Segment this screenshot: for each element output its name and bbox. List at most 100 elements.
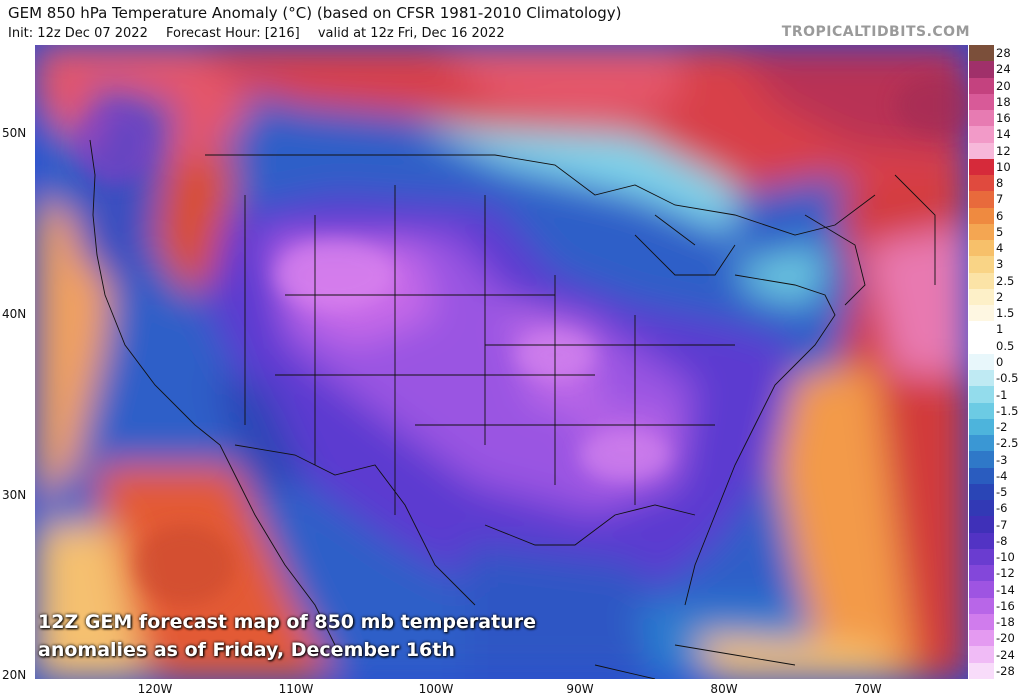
colorbar-segment [969,61,994,78]
colorbar-label: -16 [996,598,1015,613]
colorbar-segment [969,191,994,208]
colorbar-segment [969,223,994,240]
colorbar-segment [969,418,994,435]
colorbar-label: 2.5 [996,273,1015,288]
caption-line-2: anomalies as of Friday, December 16th [38,639,455,661]
colorbar-segment [969,175,994,192]
colorbar-label: -10 [996,550,1015,565]
colorbar-segment [969,467,994,484]
colorbar-segment [969,207,994,224]
colorbar-segment [969,240,994,257]
borders [89,139,936,679]
colorbar-label: 0 [996,355,1004,369]
colorbar-label: 16 [996,111,1011,126]
colorbar-label: 4 [996,241,1004,256]
colorbar-segment [969,126,994,143]
colorbar-label: -6 [996,501,1008,516]
valid-time: valid at 12z Fri, Dec 16 2022 [317,26,505,41]
anomaly-map [35,45,968,679]
lon-label-100w: 100W [418,682,454,696]
colorbar-segment [969,256,994,273]
colorbar-label: 7 [996,192,1004,207]
colorbar-label: -12 [996,566,1015,581]
colorbar-label: -8 [996,533,1008,548]
colorbar-segment [969,613,994,630]
lon-label-80w: 80W [710,682,738,696]
colorbar-label: 0.5 [996,338,1015,353]
colorbar-label: -24 [996,647,1015,662]
lon-label-110w: 110W [278,682,314,696]
colorbar-label: -5 [996,485,1008,500]
colorbar-segment [969,158,994,175]
init-time: Init: 12z Dec 07 2022 [8,26,148,41]
colorbar-label: -2.5 [996,436,1019,451]
colorbar-segment [969,93,994,110]
colorbar [969,45,994,679]
colorbar-label: 2 [996,289,1004,304]
colorbar-segment [969,662,994,679]
colorbar-label: -0.5 [996,371,1019,386]
colorbar-label: -1 [996,387,1008,402]
colorbar-label: -3 [996,452,1008,467]
colorbar-label: -28 [996,663,1015,678]
lat-label-50n: 50N [2,126,27,140]
colorbar-label: -20 [996,631,1015,646]
colorbar-segment [969,386,994,403]
colorbar-segment [969,142,994,159]
colorbar-label: -1.5 [996,403,1019,418]
colorbar-label: 1.5 [996,306,1015,321]
caption: 12Z GEM forecast map of 850 mb temperatu… [38,608,598,664]
colorbar-segment [969,500,994,517]
colorbar-segment [969,288,994,305]
colorbar-segment [969,483,994,500]
lon-label-120w: 120W [137,682,173,696]
map-graphic [35,45,968,679]
colorbar-segment [969,272,994,289]
colorbar-segment [969,646,994,663]
colorbar-segment [969,435,994,452]
colorbar-label: -18 [996,615,1015,630]
colorbar-labels: 28 24 20 18 16 14 12 10 8 7 6 5 4 3 2.5 2 1.5 1 0.5 0 -0.5 -1… [996,45,1024,679]
colorbar-label: 6 [996,208,1004,223]
colorbar-segment [969,630,994,647]
colorbar-label: -4 [996,468,1008,483]
colorbar-segment [969,337,994,354]
colorbar-segment [969,548,994,565]
colorbar-label: 28 [996,46,1011,61]
lat-label-20n: 20N [2,668,27,682]
colorbar-segment [969,305,994,322]
colorbar-segment [969,532,994,549]
lon-label-70w: 70W [854,682,882,696]
lat-label-40n: 40N [2,307,27,321]
colorbar-label: -14 [996,582,1015,597]
colorbar-segment [969,353,994,370]
colorbar-label: 3 [996,257,1004,272]
colorbar-label: 24 [996,62,1011,77]
colorbar-label: 18 [996,94,1011,109]
colorbar-segment [969,77,994,94]
colorbar-label: -2 [996,420,1008,435]
colorbar-segment [969,565,994,582]
colorbar-segment [969,402,994,419]
site-watermark: TROPICALTIDBITS.COM [781,24,970,40]
colorbar-segment [969,370,994,387]
lat-label-30n: 30N [2,488,27,502]
colorbar-label: 5 [996,224,1004,239]
colorbar-label: 10 [996,159,1011,174]
colorbar-segment [969,597,994,614]
colorbar-segment [969,110,994,127]
colorbar-label: -7 [996,517,1008,532]
colorbar-segment [969,516,994,533]
colorbar-segment [969,581,994,598]
lon-label-90w: 90W [566,682,594,696]
colorbar-label: 14 [996,127,1011,142]
colorbar-label: 12 [996,143,1011,158]
colorbar-label: 1 [996,322,1004,337]
colorbar-segment [969,451,994,468]
colorbar-label: 20 [996,78,1011,93]
map-title: GEM 850 hPa Temperature Anomaly (°C) (ba… [8,4,622,22]
forecast-hour: Forecast Hour: [216] [165,26,300,41]
colorbar-segment [969,45,994,62]
caption-line-1: 12Z GEM forecast map of 850 mb temperatu… [38,611,536,633]
colorbar-segment [969,321,994,338]
